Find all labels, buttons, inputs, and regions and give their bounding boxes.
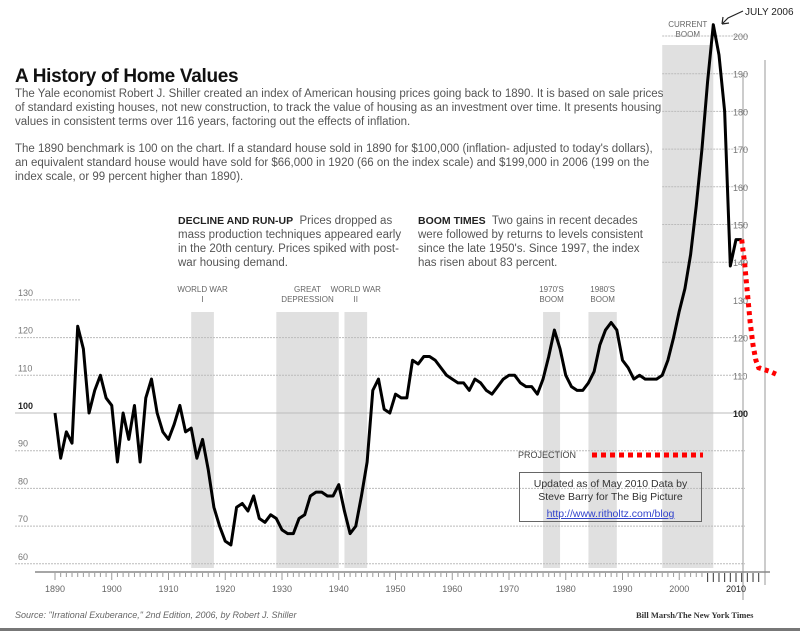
x-tick-2000: 2000	[669, 584, 689, 594]
y-tick-left-60: 60	[18, 552, 28, 562]
band-label-0-line2: I	[201, 295, 203, 304]
x-tick-1890: 1890	[45, 584, 65, 594]
peak-label: JULY 2006	[745, 7, 794, 18]
band-label-3: 1970'S	[539, 285, 564, 294]
band-label-0: WORLD WAR	[177, 285, 228, 294]
peak-arrow-icon	[721, 10, 744, 25]
arrowhead-icon	[721, 16, 730, 25]
credit-line-2: Steve Barry for The Big Picture	[538, 491, 683, 503]
source-note: Source: "Irrational Exuberance," 2nd Edi…	[15, 610, 297, 620]
projection-line	[739, 239, 780, 378]
band-1	[276, 312, 339, 568]
x-tick-1990: 1990	[612, 584, 632, 594]
y-tick-right-130: 130	[733, 296, 748, 306]
home-value-line	[53, 23, 742, 547]
blog-link[interactable]: http://www.ritholtz.com/blog	[546, 508, 675, 520]
y-tick-right-100: 100	[733, 409, 748, 419]
x-tick-1900: 1900	[102, 584, 122, 594]
x-tick-1910: 1910	[158, 584, 178, 594]
benchmark-text: The 1890 benchmark is 100 on the chart. …	[15, 143, 653, 183]
band-4	[588, 312, 617, 568]
band-label-2-line2: II	[354, 295, 358, 304]
boom-heading: BOOM TIMES	[418, 215, 486, 227]
band-label-1-line2: DEPRESSION	[281, 295, 334, 304]
decline-body: Prices dropped as mass production techni…	[178, 215, 402, 269]
projection-legend-label: PROJECTION	[518, 450, 576, 460]
y-tick-left-130: 130	[18, 288, 33, 298]
boom-annotation: BOOM TIMES Two gains in recent decades w…	[418, 214, 653, 270]
band-label-4-line2: BOOM	[590, 295, 615, 304]
x-tick-1940: 1940	[329, 584, 349, 594]
y-tick-left-90: 90	[18, 439, 28, 449]
y-tick-right-120: 120	[733, 334, 748, 344]
band-label-3-line2: BOOM	[539, 295, 564, 304]
y-tick-left-120: 120	[18, 326, 33, 336]
credit-box: Updated as of May 2010 Data by Steve Bar…	[519, 472, 702, 522]
x-tick-2010: 2010	[726, 584, 746, 594]
band-label-2: WORLD WAR	[331, 285, 382, 294]
y-tick-right-110: 110	[733, 371, 747, 381]
y-tick-right-170: 170	[733, 145, 748, 155]
band-label-5-line2: BOOM	[676, 30, 701, 39]
y-tick-left-70: 70	[18, 514, 28, 524]
x-tick-1930: 1930	[272, 584, 292, 594]
y-tick-left-100: 100	[18, 401, 33, 411]
y-tick-right-160: 160	[733, 183, 748, 193]
x-tick-1950: 1950	[385, 584, 405, 594]
footer-divider	[0, 628, 800, 631]
credit-line-1: Updated as of May 2010 Data by	[533, 478, 688, 490]
y-tick-right-200: 200	[733, 32, 748, 42]
y-tick-right-140: 140	[733, 258, 748, 268]
decline-annotation: DECLINE AND RUN-UP Prices dropped as mas…	[178, 214, 410, 270]
y-tick-right-180: 180	[733, 107, 748, 117]
boom-body: Two gains in recent decades were followe…	[418, 215, 643, 269]
band-label-1: GREAT	[294, 285, 321, 294]
intro-text: The Yale economist Robert J. Shiller cre…	[15, 88, 664, 128]
y-tick-right-150: 150	[733, 221, 748, 231]
decline-heading: DECLINE AND RUN-UP	[178, 215, 294, 227]
y-tick-left-80: 80	[18, 476, 28, 486]
band-label-5: CURRENT	[668, 20, 707, 29]
band-3	[543, 312, 561, 568]
y-tick-left-110: 110	[18, 363, 32, 373]
x-tick-1920: 1920	[215, 584, 235, 594]
x-tick-1980: 1980	[556, 584, 576, 594]
band-label-4: 1980'S	[590, 285, 615, 294]
byline: Bill Marsh/The New York Times	[636, 610, 754, 620]
y-tick-right-190: 190	[733, 70, 748, 80]
page-title: A History of Home Values	[15, 66, 239, 87]
x-tick-1970: 1970	[499, 584, 519, 594]
x-tick-1960: 1960	[442, 584, 462, 594]
